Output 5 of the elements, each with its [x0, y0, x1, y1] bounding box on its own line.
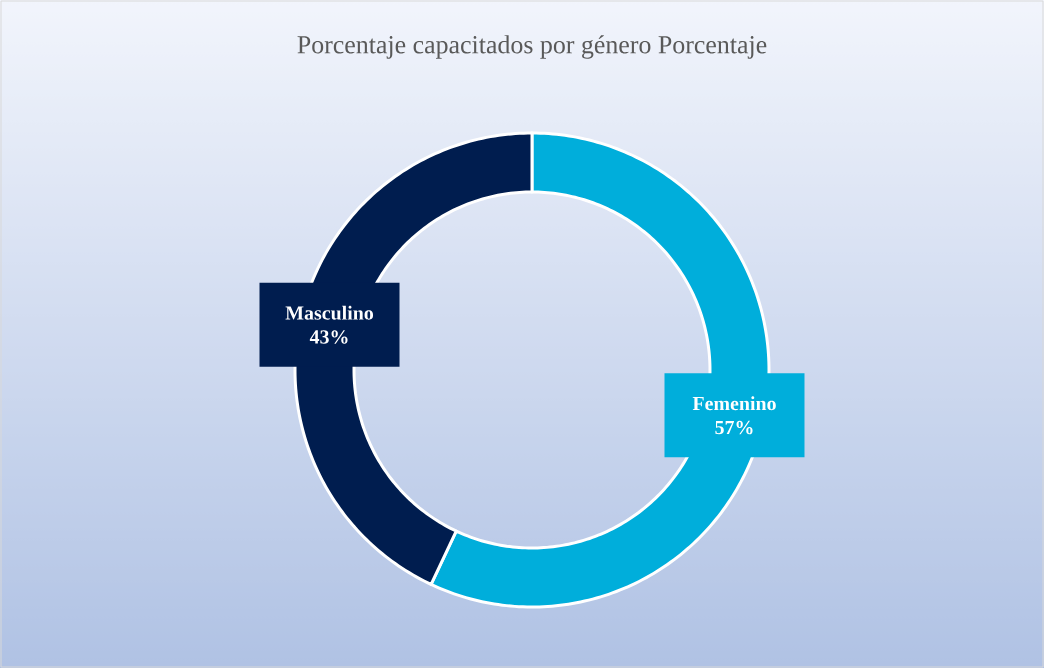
data-label: 57%: [715, 420, 753, 435]
slice-label: Masculino: [285, 305, 374, 320]
chart-title: Porcentaje capacitados por género Porcentaje: [297, 35, 767, 59]
data-label: 43%: [309, 330, 348, 344]
slice-label: Femenino: [692, 396, 776, 411]
